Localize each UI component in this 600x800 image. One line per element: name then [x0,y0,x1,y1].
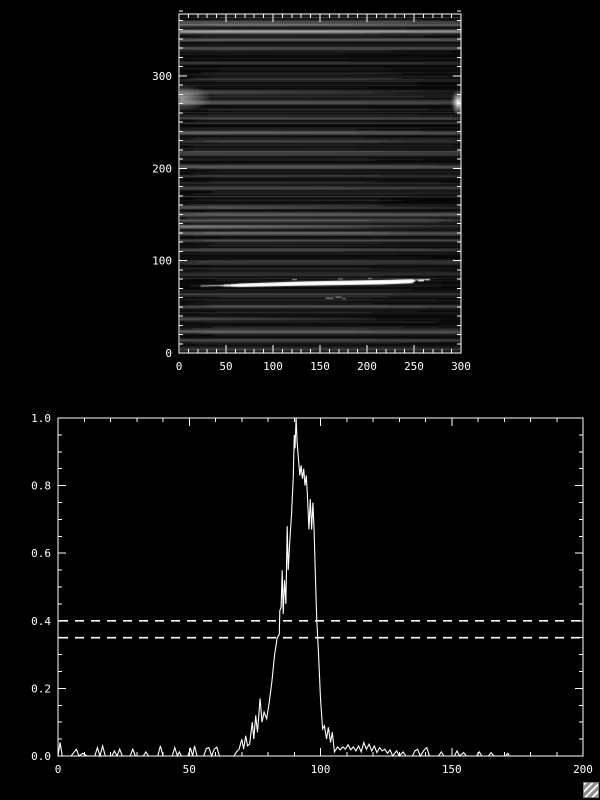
plot-frame [178,13,462,354]
y-tick-label: 0.8 [31,480,51,493]
x-tick-label: 150 [310,360,330,373]
x-tick-label: 200 [573,763,593,776]
y-tick-label: 0.0 [31,750,51,763]
y-tick-label: 0.4 [31,615,51,628]
y-tick-label: 100 [152,255,172,268]
x-tick-label: 300 [451,360,471,373]
x-tick-label: 150 [442,763,462,776]
y-tick-label: 1.0 [31,412,51,425]
spectral-image-axes: 0 50 100 150 200 250 300 0 100 200 300 [152,10,471,373]
x-tick-label: 0 [176,360,183,373]
x-tick-label: 100 [311,763,331,776]
y-tick-label: 0 [165,347,172,360]
y-tick-label: 200 [152,162,172,175]
profile-curve [57,417,583,759]
y-tick-label: 0.2 [31,682,51,695]
x-tick-label: 200 [357,360,377,373]
x-tick-label: 50 [219,360,232,373]
y-tick-label: 0.6 [31,547,51,560]
x-tick-label: 100 [263,360,283,373]
x-tick-label: 50 [183,763,196,776]
x-tick-label: 250 [404,360,424,373]
x-tick-label: 0 [55,763,62,776]
y-tick-label: 300 [152,70,172,83]
profile-plot: 0 50 100 150 200 0.0 0.2 0.4 0.6 0.8 1.0 [31,412,593,776]
resize-grip-icon[interactable] [583,782,599,798]
spectral-image-canvas [180,15,461,353]
